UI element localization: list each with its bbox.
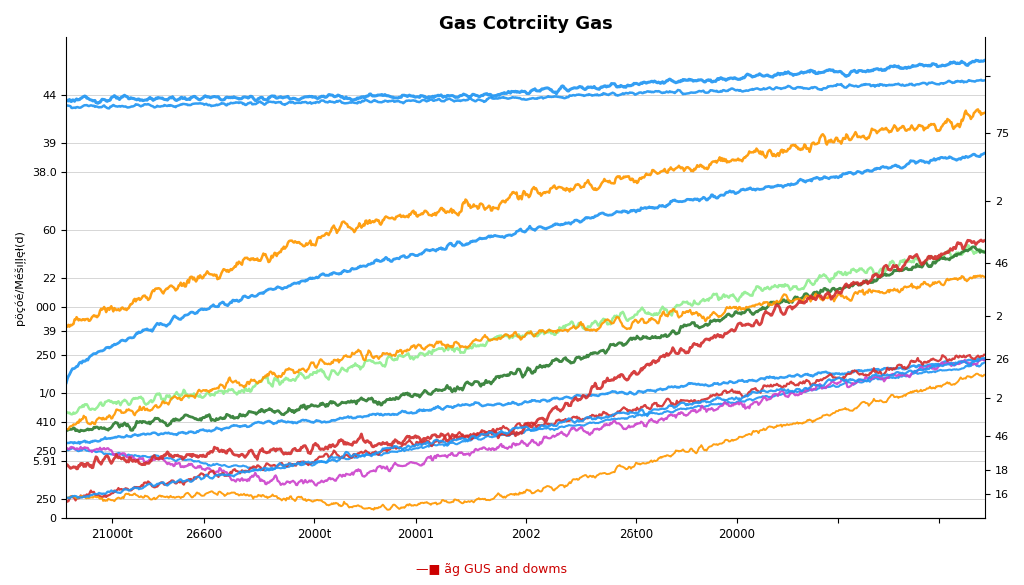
Title: Gas Cotrciity Gas: Gas Cotrciity Gas [439, 15, 612, 33]
Text: —■ ãg GUS and dowms: —■ ãg GUS and dowms [416, 563, 567, 576]
Y-axis label: pöçóé/Méšıļļęł(d): pöçóé/Méšıļļęł(d) [15, 230, 27, 325]
